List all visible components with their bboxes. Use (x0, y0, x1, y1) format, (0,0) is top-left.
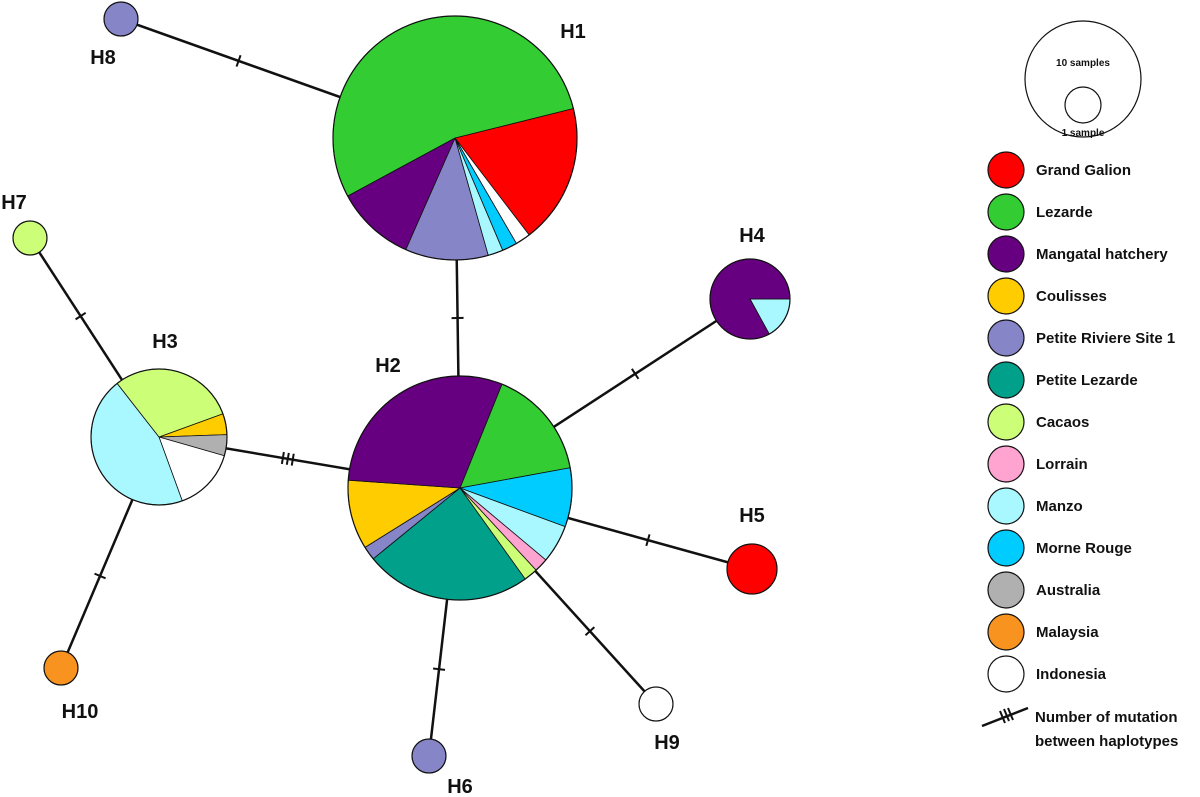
legend-item-manzo: Manzo (987, 487, 1083, 525)
legend-swatch (987, 613, 1025, 651)
scale-label-10-samples: 10 samples (1056, 58, 1110, 69)
mutation-legend-text-line2: between haplotypes (1035, 733, 1178, 750)
haplotype-label-h9: H9 (654, 732, 680, 754)
legend-item-petite-riviere-site-1: Petite Riviere Site 1 (987, 319, 1175, 357)
legend-swatch (987, 571, 1025, 609)
mutation-tick (75, 311, 87, 321)
haplotype-labels: H1 H2 H3 H4 H5 H6 H7 H8 H9 H10 (1, 21, 765, 797)
scale-circle-10-samples (1024, 20, 1142, 138)
haplotype-label-h4: H4 (739, 225, 765, 247)
node-outline (43, 650, 79, 686)
legend-item-petite-lezarde: Petite Lezarde (987, 361, 1138, 399)
legend-label: Mangatal hatchery (1036, 246, 1168, 263)
scale-circle-1-sample (1064, 86, 1102, 124)
haplotype-nodes (12, 1, 791, 774)
legend-swatch (987, 655, 1025, 693)
haplotype-label-h3: H3 (152, 331, 178, 353)
mutation-tick (94, 572, 106, 580)
mutation-tick (285, 452, 290, 465)
mutation-tick (645, 534, 651, 547)
legend-label: Petite Lezarde (1036, 372, 1138, 389)
mutation-legend-line (981, 706, 1029, 728)
scale-label-1-sample: 1 sample (1062, 128, 1105, 139)
legend-swatch (987, 193, 1025, 231)
legend-item-malaysia: Malaysia (987, 613, 1099, 651)
legend-swatch (987, 445, 1025, 483)
legend-label: Morne Rouge (1036, 540, 1132, 557)
legend-item-mangatal-hatchery: Mangatal hatchery (987, 235, 1168, 273)
haplotype-node-h8 (103, 1, 139, 37)
size-scale-legend: 10 samples 1 sample (1024, 20, 1142, 139)
haplotype-label-h1: H1 (560, 21, 586, 43)
mutation-legend-tick (1003, 708, 1010, 722)
haplotype-node-h3 (90, 368, 228, 506)
haplotype-node-h2 (347, 375, 573, 601)
node-outline (411, 738, 447, 774)
mutation-tick (432, 667, 446, 671)
legend-swatch (987, 361, 1025, 399)
legend-item-lezarde: Lezarde (987, 193, 1093, 231)
haplotype-label-h10: H10 (62, 701, 99, 723)
population-legend: Grand Galion Lezarde Mangatal hatchery Coul… (987, 151, 1175, 693)
legend-label: Malaysia (1036, 624, 1099, 641)
node-outline (12, 220, 48, 256)
node-outline (638, 686, 674, 722)
node-outline (709, 258, 791, 340)
legend-item-grand-galion: Grand Galion (987, 151, 1131, 189)
mutation-tick (280, 451, 285, 465)
legend-swatch (987, 403, 1025, 441)
legend-swatch (987, 151, 1025, 189)
legend-label: Lezarde (1036, 204, 1093, 221)
node-outline (726, 543, 778, 595)
legend-swatch (987, 319, 1025, 357)
legend-label: Manzo (1036, 498, 1083, 515)
mutation-legend-tick (1007, 707, 1014, 721)
haplotype-node-h4 (709, 258, 791, 340)
legend-item-australia: Australia (987, 571, 1101, 609)
mutation-legend-text-line1: Number of mutation (1035, 709, 1178, 726)
node-outline (347, 375, 573, 601)
legend-item-cacaos: Cacaos (987, 403, 1089, 441)
mutation-legend-tick (999, 710, 1006, 724)
node-outline (332, 15, 578, 261)
node-outline (103, 1, 139, 37)
mutation-tick (584, 626, 596, 636)
haplotype-label-h7: H7 (1, 192, 27, 214)
haplotype-label-h5: H5 (739, 505, 765, 527)
legend-label: Petite Riviere Site 1 (1036, 330, 1175, 347)
haplotype-label-h8: H8 (90, 47, 116, 69)
legend-swatch (987, 277, 1025, 315)
legend-swatch (987, 529, 1025, 567)
haplotype-node-h9 (638, 686, 674, 722)
legend-swatch (987, 235, 1025, 273)
haplotype-node-h7 (12, 220, 48, 256)
mutation-legend: Number of mutation between haplotypes (981, 706, 1178, 750)
legend-label: Australia (1036, 582, 1101, 599)
legend-item-coulisses: Coulisses (987, 277, 1107, 315)
node-outline (90, 368, 228, 506)
legend-item-morne-rouge: Morne Rouge (987, 529, 1132, 567)
mutation-tick (235, 54, 242, 67)
haplotype-node-h6 (411, 738, 447, 774)
haplotype-label-h6: H6 (447, 776, 473, 797)
legend-label: Grand Galion (1036, 162, 1131, 179)
haplotype-node-h1 (332, 15, 578, 261)
legend-item-lorrain: Lorrain (987, 445, 1088, 483)
haplotype-label-h2: H2 (375, 355, 401, 377)
legend-swatch (987, 487, 1025, 525)
mutation-tick (290, 453, 295, 466)
mutation-tick (631, 368, 640, 380)
legend-label: Lorrain (1036, 456, 1088, 473)
legend-label: Coulisses (1036, 288, 1107, 305)
haplotype-node-h10 (43, 650, 79, 686)
legend-item-indonesia: Indonesia (987, 655, 1107, 693)
legend-label: Cacaos (1036, 414, 1089, 431)
legend-label: Indonesia (1036, 666, 1107, 683)
haplotype-node-h5 (726, 543, 778, 595)
